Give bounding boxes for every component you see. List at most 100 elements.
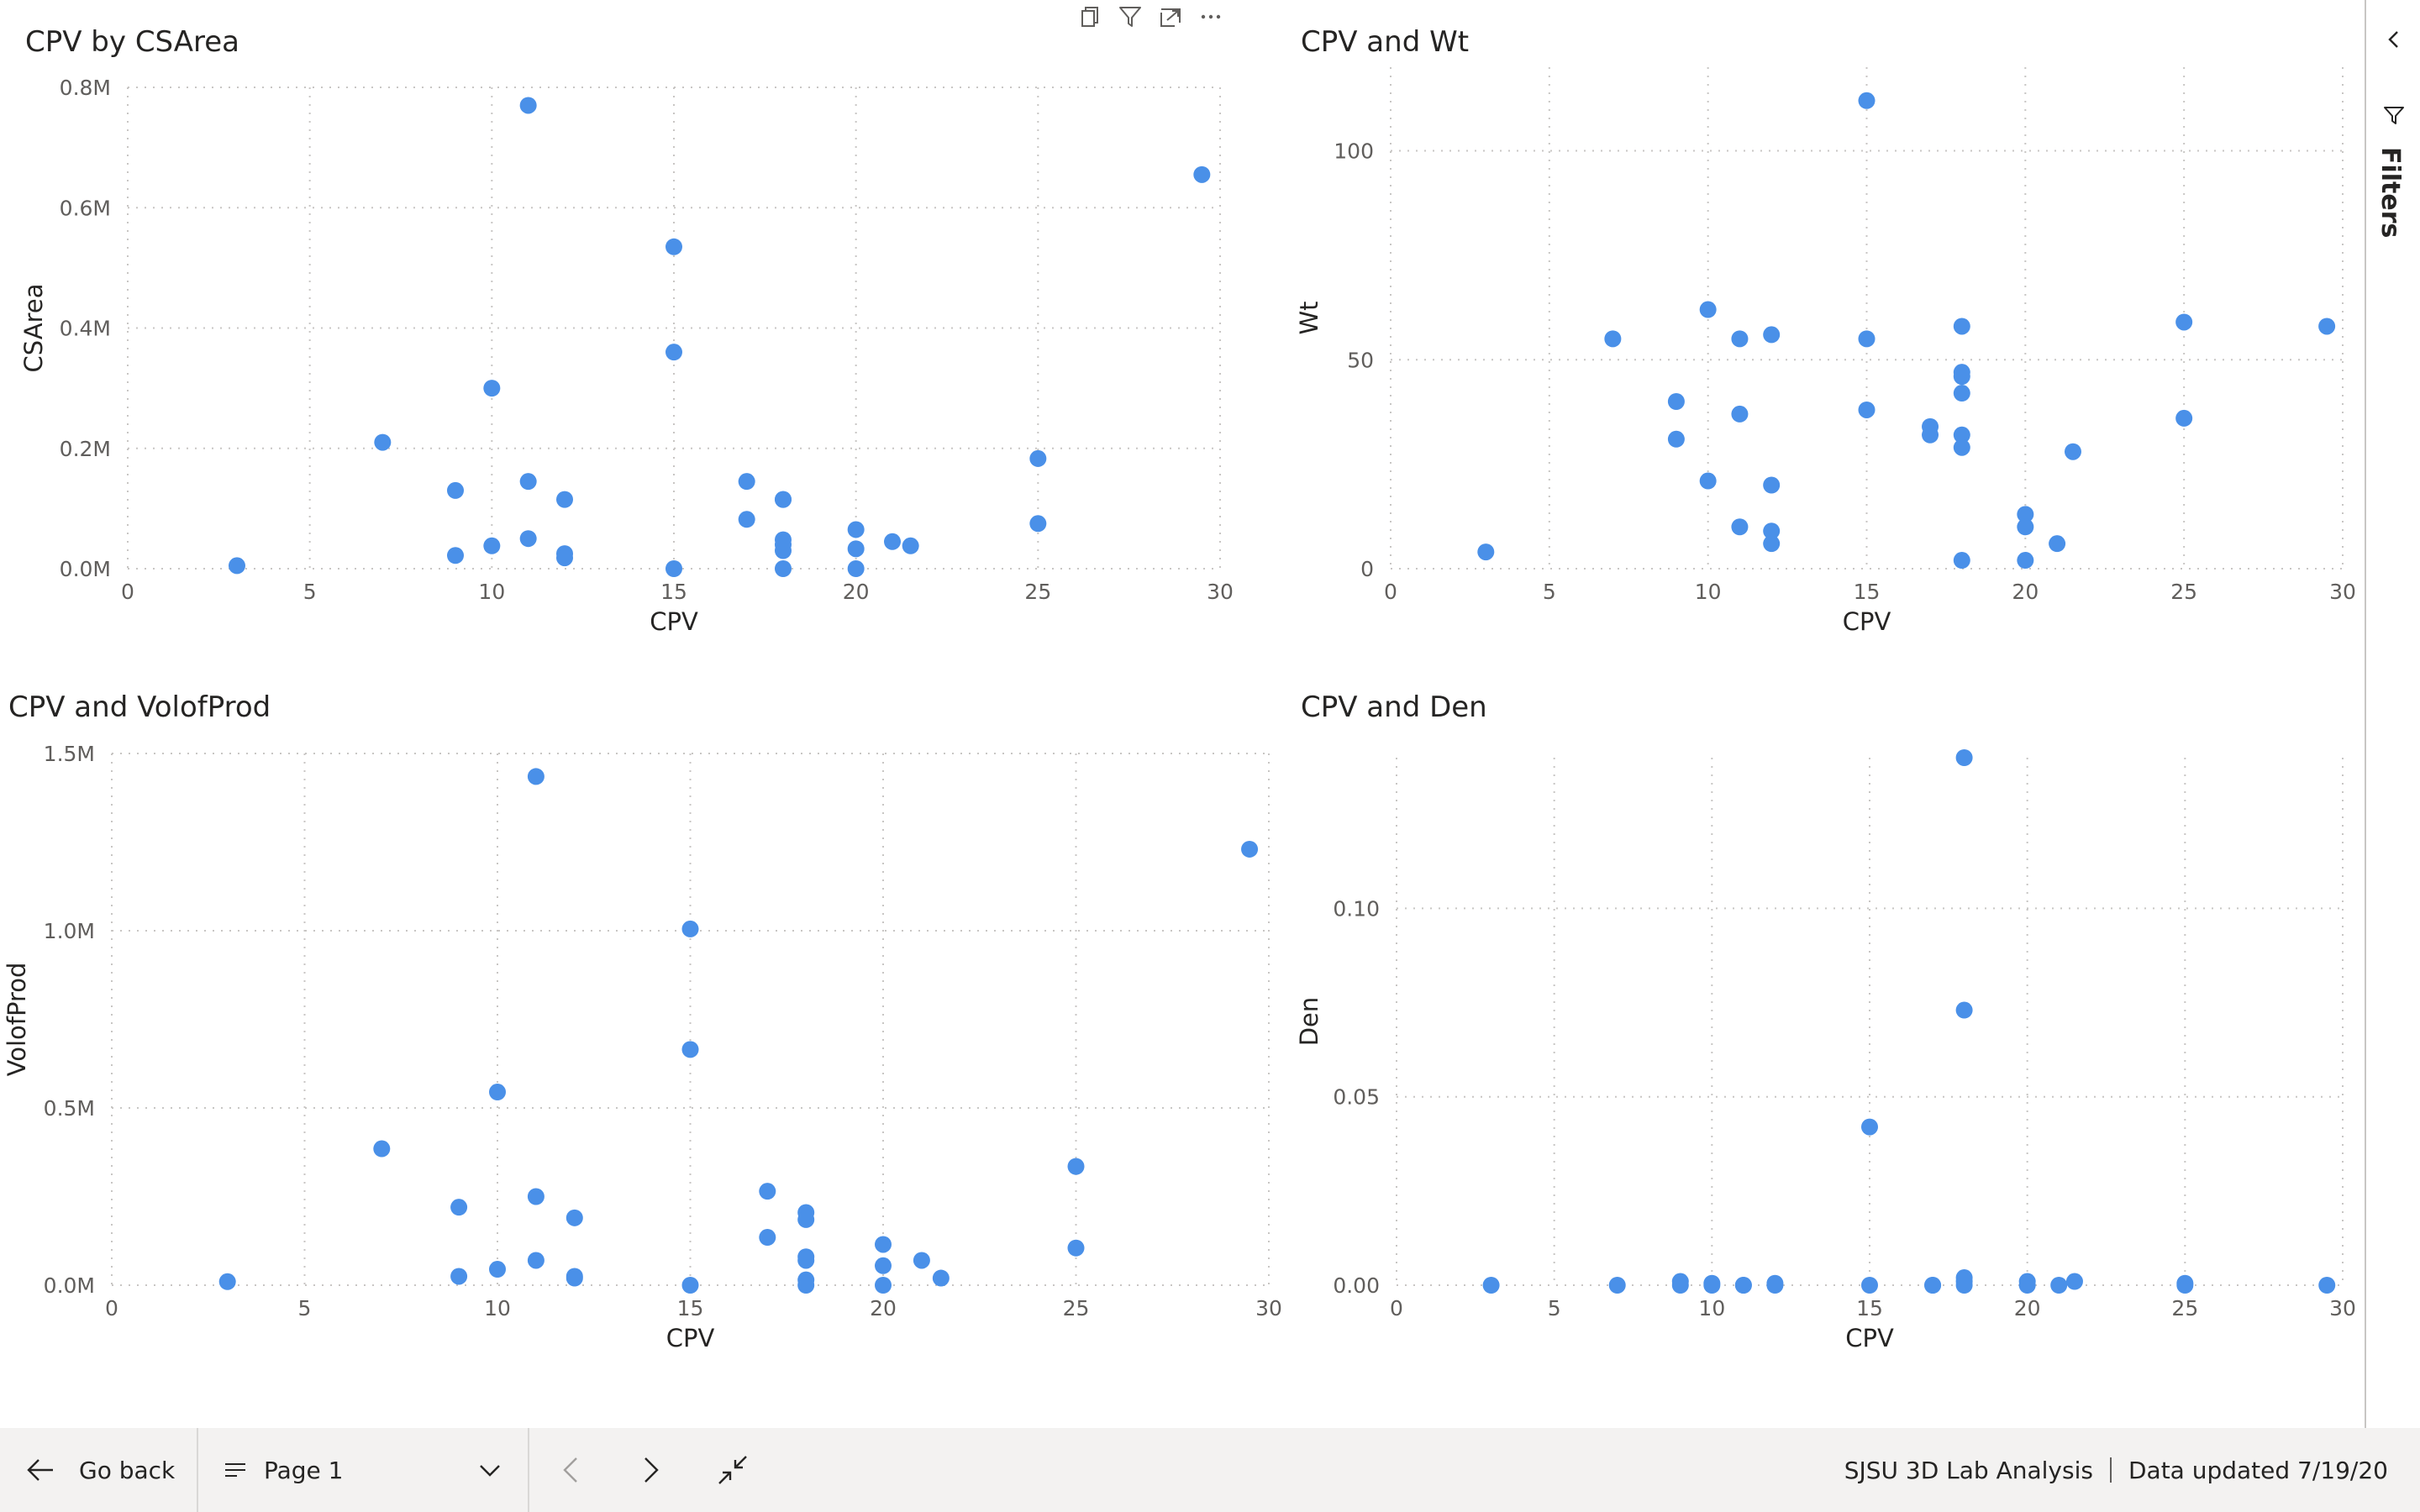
previous-page-icon[interactable] (555, 1453, 588, 1487)
x-tick-label: 5 (298, 1296, 312, 1320)
scatter-point (775, 491, 792, 508)
filter-icon[interactable] (1114, 0, 1146, 34)
x-tick-label: 20 (2014, 1296, 2041, 1320)
x-axis-title: CPV (650, 607, 698, 636)
scatter-point (1482, 1277, 1500, 1294)
scatter-point (797, 1210, 815, 1228)
scatter-point (556, 491, 573, 508)
scatter-point (1734, 1277, 1752, 1294)
scatter-point (1858, 92, 1876, 109)
focus-mode-icon[interactable] (1155, 0, 1186, 34)
scatter-point (373, 1140, 391, 1158)
scatter-point (483, 380, 501, 397)
go-back-button[interactable]: Go back (0, 1428, 198, 1512)
scatter-point (2017, 552, 2034, 570)
y-axis-title: CSArea (19, 284, 48, 373)
chart-title-wt: CPV and Wt (1301, 25, 1470, 59)
exit-full-screen-icon[interactable] (716, 1453, 750, 1487)
scatter-point (2176, 1277, 2194, 1294)
scatter-point (1029, 449, 1047, 467)
scatter-point (1953, 318, 1970, 335)
y-tick-label: 50 (1347, 348, 1374, 372)
x-tick-label: 5 (303, 580, 317, 604)
chart-title-volofprod: CPV and VolofProd (8, 690, 271, 724)
x-tick-label: 0 (1390, 1296, 1403, 1320)
scatter-point (1731, 518, 1749, 536)
scatter-point (447, 547, 464, 564)
scatter-point (450, 1268, 468, 1285)
x-tick-label: 15 (677, 1296, 704, 1320)
page-dropdown[interactable]: Page 1 (198, 1428, 529, 1512)
info-separator (2109, 1457, 2112, 1483)
x-tick-label: 20 (2012, 580, 2039, 604)
scatter-point (519, 97, 537, 114)
scatter-point (566, 1209, 583, 1226)
x-tick-label: 10 (1695, 580, 1722, 604)
scatter-point (1766, 1277, 1784, 1294)
scatter-point (489, 1261, 506, 1278)
x-axis-title: CPV (1843, 607, 1891, 636)
visual-header (1074, 0, 1227, 34)
scatter-point (1241, 840, 1259, 858)
filters-pane: Filters (2365, 0, 2420, 1428)
scatter-point (1067, 1158, 1085, 1175)
scatter-point (2018, 1277, 2036, 1294)
scatter-point (556, 549, 573, 567)
scatter-point (1953, 438, 1970, 456)
more-options-icon[interactable] (1195, 0, 1227, 34)
scatter-point (847, 521, 865, 538)
scatter-point (797, 1277, 815, 1294)
scatter-point (738, 473, 755, 491)
y-tick-label: 0.8M (60, 76, 111, 100)
x-tick-label: 5 (1548, 1296, 1561, 1320)
next-page-icon[interactable] (634, 1453, 667, 1487)
scatter-point (1858, 401, 1876, 418)
scatter-point (527, 1188, 544, 1205)
scatter-point (1067, 1239, 1085, 1257)
y-tick-label: 0.6M (60, 196, 111, 220)
scatter-point (1477, 543, 1495, 561)
y-tick-label: 1.0M (44, 919, 95, 943)
filters-label[interactable]: Filters (2375, 147, 2405, 239)
scatter-point (1667, 393, 1685, 410)
scatter-point (1953, 552, 1970, 570)
report-name: SJSU 3D Lab Analysis (1844, 1456, 2093, 1484)
scatter-point (932, 1269, 950, 1287)
scatter-point (1953, 426, 1970, 444)
chart-title-csarea: CPV by CSArea (25, 25, 240, 59)
x-axis-title: CPV (666, 1324, 715, 1352)
x-tick-label: 30 (2329, 580, 2356, 604)
x-tick-label: 10 (478, 580, 505, 604)
scatter-point (2049, 535, 2066, 553)
scatter-point (1608, 1277, 1626, 1294)
report-info: SJSU 3D Lab Analysis Data updated 7/19/2… (1844, 1428, 2388, 1512)
x-tick-label: 15 (1856, 1296, 1883, 1320)
page-label: Page 1 (264, 1456, 344, 1484)
copy-icon[interactable] (1074, 0, 1106, 34)
x-tick-label: 30 (1207, 580, 1234, 604)
chart-title-den: CPV and Den (1301, 690, 1487, 724)
scatter-point (681, 920, 699, 937)
scatter-point (2175, 313, 2193, 331)
collapse-pane-icon[interactable] (2381, 27, 2407, 52)
scatter-point (450, 1199, 468, 1216)
scatter-point (1858, 330, 1876, 348)
scatter-point (1699, 472, 1717, 490)
scatter-point (902, 537, 919, 554)
scatter-point (884, 533, 901, 550)
y-axis-title: VolofProd (3, 963, 31, 1077)
scatter-point (1763, 535, 1781, 553)
scatter-point (1763, 326, 1781, 344)
y-tick-label: 0.5M (44, 1096, 95, 1121)
x-tick-label: 25 (2170, 580, 2197, 604)
scatter-point (447, 481, 464, 499)
scatter-point (1731, 330, 1749, 348)
scatter-point (759, 1183, 776, 1200)
scatter-point (2017, 518, 2034, 536)
x-tick-label: 25 (1024, 580, 1051, 604)
scatter-point (519, 530, 537, 548)
scatter-point (2017, 506, 2034, 523)
scatter-point (666, 344, 682, 361)
scatter-point (875, 1277, 892, 1294)
scatter-point (2318, 318, 2336, 335)
